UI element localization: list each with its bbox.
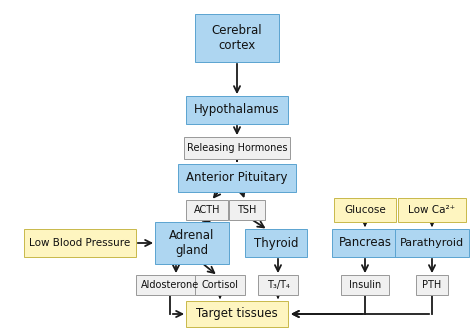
Text: Cortisol: Cortisol bbox=[201, 280, 238, 290]
FancyBboxPatch shape bbox=[24, 229, 136, 257]
FancyBboxPatch shape bbox=[245, 229, 307, 257]
FancyBboxPatch shape bbox=[258, 275, 298, 295]
Text: ACTH: ACTH bbox=[194, 205, 220, 215]
Text: Cerebral
cortex: Cerebral cortex bbox=[212, 24, 262, 52]
FancyBboxPatch shape bbox=[184, 137, 290, 159]
FancyBboxPatch shape bbox=[332, 229, 398, 257]
Text: Low Blood Pressure: Low Blood Pressure bbox=[29, 238, 131, 248]
FancyBboxPatch shape bbox=[178, 164, 296, 192]
Text: Anterior Pituitary: Anterior Pituitary bbox=[186, 171, 288, 184]
FancyBboxPatch shape bbox=[341, 275, 389, 295]
Text: Adrenal
gland: Adrenal gland bbox=[169, 229, 215, 257]
Text: Target tissues: Target tissues bbox=[196, 307, 278, 320]
Text: Aldosterone: Aldosterone bbox=[141, 280, 199, 290]
FancyBboxPatch shape bbox=[195, 14, 279, 62]
FancyBboxPatch shape bbox=[334, 198, 396, 222]
FancyBboxPatch shape bbox=[155, 222, 229, 264]
Text: Low Ca²⁺: Low Ca²⁺ bbox=[409, 205, 456, 215]
FancyBboxPatch shape bbox=[195, 275, 245, 295]
Text: TSH: TSH bbox=[237, 205, 257, 215]
FancyBboxPatch shape bbox=[186, 96, 288, 124]
Text: Hypothalamus: Hypothalamus bbox=[194, 104, 280, 117]
FancyBboxPatch shape bbox=[398, 198, 466, 222]
Text: PTH: PTH bbox=[422, 280, 442, 290]
FancyBboxPatch shape bbox=[136, 275, 204, 295]
Text: T₃/T₄: T₃/T₄ bbox=[266, 280, 290, 290]
Text: Releasing Hormones: Releasing Hormones bbox=[187, 143, 287, 153]
FancyBboxPatch shape bbox=[395, 229, 469, 257]
Text: Glucose: Glucose bbox=[344, 205, 386, 215]
Text: Pancreas: Pancreas bbox=[338, 237, 392, 250]
Text: Insulin: Insulin bbox=[349, 280, 381, 290]
FancyBboxPatch shape bbox=[416, 275, 448, 295]
Text: Parathyroid: Parathyroid bbox=[400, 238, 464, 248]
FancyBboxPatch shape bbox=[186, 301, 288, 327]
FancyBboxPatch shape bbox=[186, 200, 228, 220]
FancyBboxPatch shape bbox=[229, 200, 265, 220]
Text: Thyroid: Thyroid bbox=[254, 237, 298, 250]
